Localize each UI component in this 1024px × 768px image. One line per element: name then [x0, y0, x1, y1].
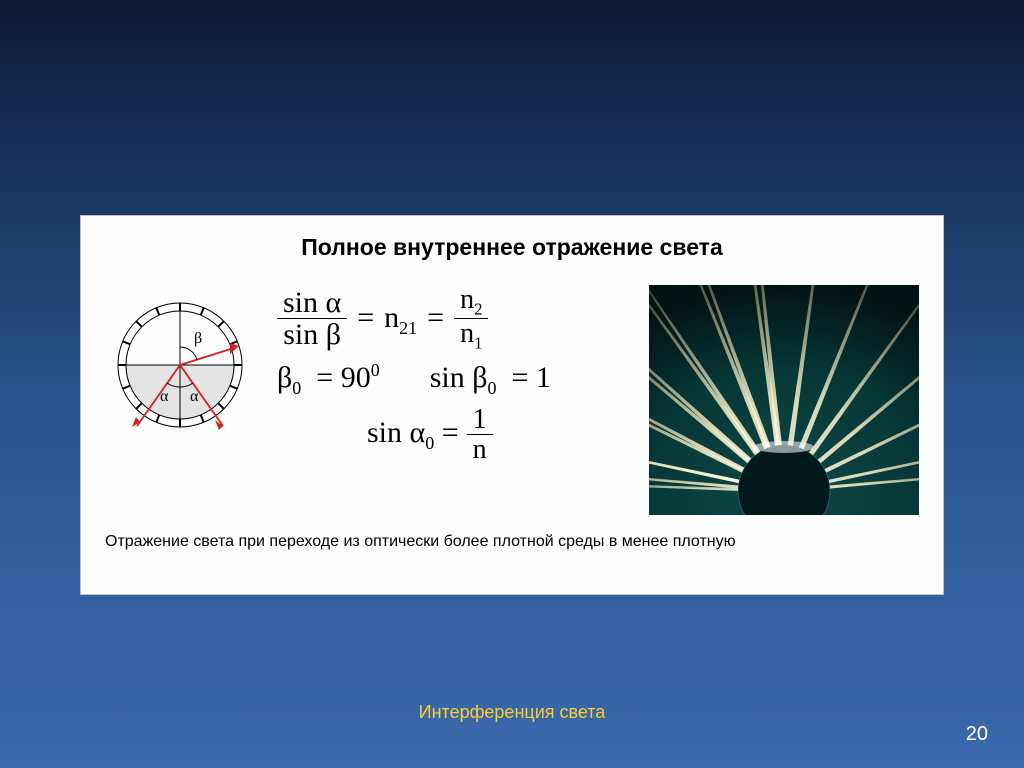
eq3-num: 1	[467, 405, 493, 435]
page-number: 20	[966, 723, 988, 746]
formula-block: sin α sin β = n21 = n2 n1 β0 = 900 sin β…	[277, 285, 627, 465]
formula-3: sin α0 = 1 n	[367, 405, 627, 465]
equals-2: =	[427, 298, 444, 339]
content-card: Полное внутреннее отражение света	[80, 215, 944, 595]
content-row: β α α sin α sin β = n21 = n2 n1	[105, 285, 919, 515]
eq1-den: sin β	[277, 319, 347, 351]
sinbeta0-eq: sin β0 = 1	[430, 358, 551, 400]
equals-1: =	[357, 298, 374, 339]
beta-label: β	[194, 330, 202, 347]
caption: Отражение света при переходе из оптическ…	[105, 533, 919, 551]
eq3-den: n	[467, 435, 493, 464]
formula-2: β0 = 900 sin β0 = 1	[277, 358, 627, 400]
refraction-diagram: β α α	[105, 285, 255, 445]
formula-1: sin α sin β = n21 = n2 n1	[277, 285, 627, 352]
card-title: Полное внутреннее отражение света	[105, 234, 919, 261]
n21: n21	[384, 298, 417, 340]
alpha-right-label: α	[190, 388, 199, 405]
eq1-num: sin α	[277, 287, 347, 320]
beta0-eq: β0 = 900	[277, 358, 380, 400]
footer-label: Интерференция света	[0, 702, 1024, 723]
eq1-rnum: n2	[454, 285, 488, 319]
sinalpha0: sin α0 =	[367, 413, 459, 455]
eq1-rden: n1	[454, 319, 488, 352]
alpha-left-label: α	[160, 388, 169, 405]
light-rays-illustration	[649, 285, 919, 515]
